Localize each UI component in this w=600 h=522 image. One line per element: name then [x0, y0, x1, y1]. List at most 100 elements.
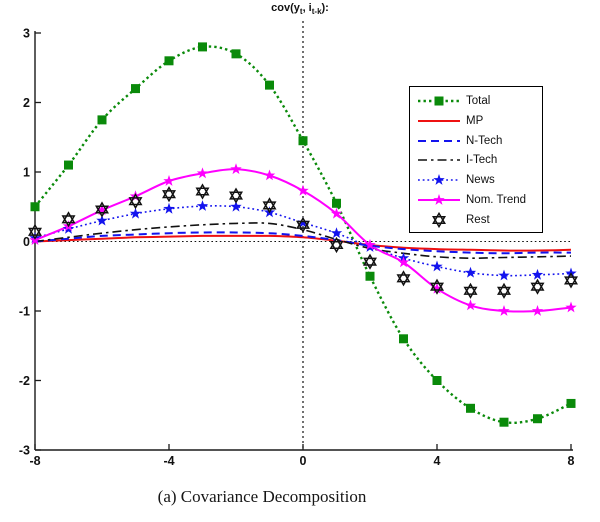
rest-marker [564, 272, 578, 289]
legend-label-n-tech: N-Tech [466, 134, 503, 147]
total-marker [265, 80, 274, 90]
rest-marker [95, 201, 109, 218]
news-marker [498, 269, 510, 281]
total-marker [432, 376, 442, 385]
legend-item-n-tech: N-Tech [417, 131, 536, 150]
title-text: cov(y [271, 2, 300, 14]
nom-trend-marker [498, 305, 510, 316]
title-close: ): [321, 2, 329, 14]
legend-marker-nom-trend [433, 194, 445, 206]
figure-caption: (a) Covariance Decomposition [157, 487, 367, 506]
nom-trend-marker [565, 301, 577, 313]
news-marker [431, 260, 443, 272]
x-tick-label: 4 [434, 454, 441, 468]
legend-item-news: News [417, 171, 536, 190]
legend-sample-rest-icon [432, 211, 446, 228]
legend-sample-n-tech-icon [418, 139, 460, 142]
total-marker [499, 417, 509, 427]
legend-sample-news-icon [418, 174, 460, 186]
nom-trend-marker [330, 207, 343, 219]
nom-trend-marker [230, 163, 242, 175]
title-sub-tk: t-k [311, 7, 322, 17]
news-marker [464, 266, 477, 278]
news-marker [96, 214, 108, 226]
rest-marker [530, 278, 545, 295]
total-marker [298, 136, 308, 146]
nom-trend-marker [163, 175, 175, 186]
y-tick-label: -1 [19, 305, 30, 319]
total-marker [97, 115, 107, 125]
rest-marker [430, 278, 444, 295]
rest-marker [128, 193, 143, 210]
legend-marker-rest [432, 211, 446, 228]
series-line-i-tech [34, 222, 572, 260]
series-markers-total [30, 42, 576, 427]
legend-item-mp: MP [417, 111, 536, 130]
nom-trend-marker [431, 282, 443, 294]
legend-label-i-tech: I-Tech [466, 154, 498, 167]
x-tick-label: -4 [163, 454, 174, 468]
total-marker [131, 84, 140, 94]
x-tick-label: 0 [300, 454, 307, 468]
x-tick-label: 8 [568, 454, 575, 468]
rest-marker [162, 186, 176, 203]
total-marker [64, 160, 73, 170]
legend-item-i-tech: I-Tech [417, 151, 536, 170]
nom-trend-marker [531, 305, 544, 316]
legend-sample-total-icon [418, 96, 460, 106]
legend-marker-total [434, 96, 444, 106]
total-marker [198, 42, 207, 52]
legend-marker-news [433, 174, 445, 186]
y-tick-label: 0 [23, 235, 30, 249]
y-tick-label: 2 [23, 96, 30, 110]
axes: 3 2 1 0 -1 -2 -3-8 -4 0 4 8 [19, 27, 575, 469]
rest-marker [463, 282, 478, 299]
y-tick-label: -2 [19, 374, 30, 388]
news-marker [163, 202, 175, 214]
total-marker [365, 271, 375, 281]
title-mid: , i [302, 2, 312, 14]
rest-marker [61, 211, 76, 228]
legend-label-rest: Rest [466, 213, 490, 226]
title-sub-t: t [299, 7, 303, 17]
legend-label-mp: MP [466, 114, 484, 127]
legend-box: Total MP N-Tech I-Tech News Nom. Trend Rest [409, 86, 543, 233]
news-marker [330, 227, 343, 238]
legend-sample-i-tech-icon [418, 159, 460, 162]
nom-trend-marker [196, 167, 209, 179]
legend-label-total: Total [466, 94, 491, 107]
legend-sample-mp-icon [418, 119, 460, 122]
legend-item-total: Total [417, 91, 536, 110]
rest-marker [497, 282, 511, 299]
rest-marker [296, 216, 310, 233]
total-marker [332, 198, 341, 208]
nom-trend-marker [397, 256, 410, 268]
rest-marker [229, 187, 243, 204]
legend-label-news: News [466, 174, 495, 187]
rest-marker [329, 236, 344, 254]
news-marker [196, 200, 209, 211]
series-markers-rest [28, 183, 578, 299]
legend-label-nom-trend: Nom. Trend [466, 194, 527, 207]
rest-marker [262, 197, 277, 214]
y-tick-label: 1 [23, 166, 30, 180]
x-tick-label: -8 [29, 454, 40, 468]
total-marker [566, 398, 576, 408]
y-tick-label: -3 [19, 444, 30, 458]
nom-trend-marker [96, 204, 108, 216]
total-marker [164, 56, 174, 66]
total-marker [231, 49, 241, 59]
rest-marker [28, 223, 42, 240]
news-marker [230, 200, 242, 212]
series-line-mp [34, 234, 572, 252]
legend-item-nom-trend: Nom. Trend [417, 191, 536, 210]
rest-marker [396, 270, 411, 287]
nom-trend-marker [364, 239, 376, 250]
total-marker [533, 414, 542, 424]
legend-sample-nom-trend-icon [418, 194, 460, 206]
series-line-n-tech [34, 231, 572, 255]
nom-trend-marker [297, 184, 309, 196]
rest-marker [195, 183, 210, 200]
